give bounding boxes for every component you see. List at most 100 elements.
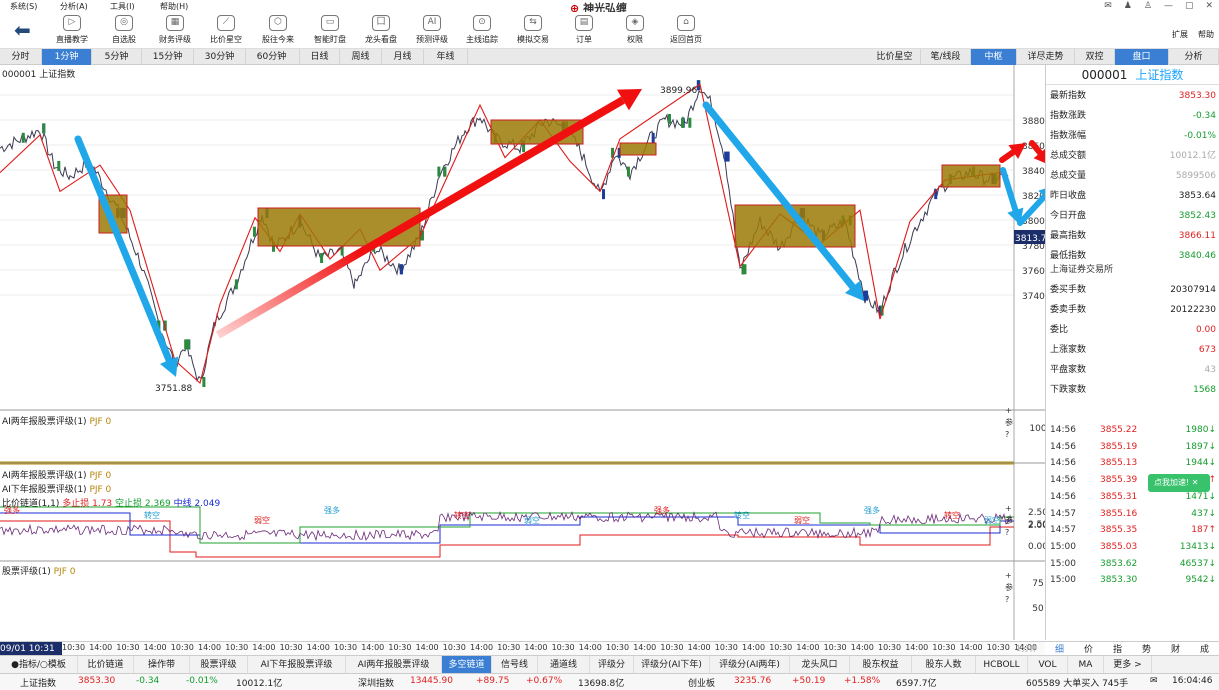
mail-icon[interactable]: ✉ xyxy=(1150,676,1158,686)
user-icon[interactable]: ♟ xyxy=(1123,1,1132,11)
quote-tab[interactable]: 成 xyxy=(1199,645,1209,655)
indicator-tab[interactable]: MA xyxy=(1068,656,1104,674)
toolbar: ⬅ ▷ 直播教学 ◎ 自选股 ▦ 财务评级 ⟋ 比价星空 ⬡ 股往今来 ▭ 智能盯盘囗龙头看盘 AI 预测… xyxy=(0,12,1219,49)
tick-cell: 3853.30 xyxy=(1100,575,1138,586)
tick-cell: 3855.16 xyxy=(1100,508,1138,519)
user-icon: ◎ xyxy=(115,15,133,31)
toolbar-button-4[interactable]: ⬡ 股往今来 xyxy=(252,15,304,45)
quote-tab[interactable]: 指 xyxy=(1112,645,1122,655)
svg-text:3760: 3760 xyxy=(1022,267,1045,277)
quote-row: 今日开盘 3852.43 xyxy=(1050,208,1216,224)
menu-analysis[interactable]: 分析(A) xyxy=(60,1,88,11)
date-tick: 10:30 xyxy=(279,643,303,652)
date-tick: 14:00 xyxy=(361,643,385,652)
indicator-tab[interactable]: 多空链道 xyxy=(442,656,492,674)
tick-cell: 1897↓ xyxy=(1185,441,1216,452)
minimize-icon[interactable]: — xyxy=(1163,1,1173,11)
indicator-tab[interactable]: AI下年报股票评级 xyxy=(248,656,346,674)
indicator-tab[interactable]: 股东人数 xyxy=(912,656,976,674)
menu-tools[interactable]: 工具(I) xyxy=(110,1,135,11)
close-icon[interactable]: ✕ xyxy=(1205,1,1213,11)
main-chart[interactable]: 3899.963751.8838803860384038203800378037… xyxy=(0,65,1045,641)
shirt-icon[interactable]: ♙ xyxy=(1143,1,1152,11)
indicator-tab[interactable]: 龙头风口 xyxy=(790,656,850,674)
period-tab[interactable]: 30分钟 xyxy=(194,49,246,65)
view-tab[interactable]: 双控 xyxy=(1075,49,1115,65)
view-tab[interactable]: 分析 xyxy=(1169,49,1219,65)
speed-up-toast[interactable]: 点我加速! ✕ xyxy=(1148,474,1210,492)
toolbar-button-5[interactable]: ▭ 智能盯盘 xyxy=(304,15,356,45)
quote-tab[interactable]: 财 xyxy=(1170,645,1180,655)
date-tick: 14:00 xyxy=(306,643,330,652)
period-tab[interactable]: 60分钟 xyxy=(244,49,300,65)
pane2-tick-top: 2.50 xyxy=(1027,508,1049,518)
period-tab[interactable]: 1分钟 xyxy=(42,49,92,65)
period-tab[interactable]: 15分钟 xyxy=(142,49,194,65)
indicator-tab[interactable]: VOL xyxy=(1028,656,1068,674)
menu-bar: 系统(S) 分析(A) 工具(I) 帮助(H) xyxy=(0,0,1219,12)
menu-help[interactable]: 帮助(H) xyxy=(160,1,189,11)
indicator-tab[interactable]: HCBOLL xyxy=(976,656,1028,674)
period-tab[interactable]: 月线 xyxy=(382,49,424,65)
toolbar-button-10[interactable]: ▤ 订单 xyxy=(558,15,610,45)
period-tab[interactable]: 分时 xyxy=(0,49,42,65)
view-tab[interactable]: 盘口 xyxy=(1115,49,1169,65)
indicator-tab[interactable]: 更多 > xyxy=(1104,656,1152,674)
toolbar-button-6[interactable]: 囗龙头看盘 xyxy=(355,15,407,45)
toolbar-button-label: 智能盯盘 xyxy=(314,35,346,44)
toolbar-button-12[interactable]: ⌂ 返回首页 xyxy=(660,15,712,45)
period-tab[interactable]: 周线 xyxy=(340,49,382,65)
cursor-date: 09/01 10:31 xyxy=(0,642,62,656)
quote-tab[interactable]: 势 xyxy=(1141,645,1151,655)
view-tab[interactable]: 详尽走势 xyxy=(1017,49,1075,65)
date-tick: 10:30 xyxy=(932,643,956,652)
help-button[interactable]: 帮助 xyxy=(1198,30,1214,39)
quote-value: 3840.46 xyxy=(1178,251,1216,261)
view-tab[interactable]: 比价星空 xyxy=(869,49,921,65)
date-tick: 10:30 xyxy=(497,643,521,652)
indicator-tab[interactable]: 股票评级 xyxy=(190,656,248,674)
quote-tab[interactable]: 细 xyxy=(1054,645,1064,655)
view-tab[interactable]: 笔/线段 xyxy=(921,49,971,65)
indicator-tab[interactable]: 评级分(AI下年) xyxy=(634,656,710,674)
mail-icon[interactable]: ✉ xyxy=(1104,1,1112,11)
indicator-tab[interactable]: AI两年报股票评级 xyxy=(346,656,442,674)
view-tab[interactable]: 中枢 xyxy=(971,49,1017,65)
date-tick: 14:00 xyxy=(796,643,820,652)
toolbar-button-7[interactable]: AI 预测评级 xyxy=(406,15,458,45)
quote-panel-tabs: 细价指势财成 xyxy=(1045,641,1219,655)
quote-row: 最高指数 3866.11 xyxy=(1050,228,1216,244)
date-tick: 14:00 xyxy=(89,643,113,652)
toolbar-button-9[interactable]: ⇆ 模拟交易 xyxy=(507,15,559,45)
toolbar-button-0[interactable]: ▷ 直播教学 xyxy=(46,15,98,45)
toolbar-button-2[interactable]: ▦ 财务评级 xyxy=(149,15,201,45)
expand-button[interactable]: 扩展 xyxy=(1172,30,1188,39)
toolbar-button-11[interactable]: ◈ 权限 xyxy=(609,15,661,45)
toolbar-button-3[interactable]: ⟋ 比价星空 xyxy=(200,15,252,45)
period-tab[interactable]: 年线 xyxy=(424,49,468,65)
indicator-tab[interactable]: 比价链道 xyxy=(78,656,134,674)
close-icon: ✕ xyxy=(1191,478,1199,487)
signal-mark: 弱空 xyxy=(984,515,1000,525)
maximize-icon[interactable]: ▢ xyxy=(1184,1,1194,11)
menu-system[interactable]: 系统(S) xyxy=(10,1,38,11)
indicator-tab[interactable]: 评级分 xyxy=(590,656,634,674)
tick-cell: 3855.22 xyxy=(1100,425,1138,435)
indicator-tab[interactable]: 股东权益 xyxy=(850,656,912,674)
indicator-tab[interactable]: ●指标/○模板 xyxy=(0,656,78,674)
tick-cell: 14:57 xyxy=(1050,508,1076,519)
tick-cell: 3855.13 xyxy=(1100,458,1138,469)
indicator-tab[interactable]: 操作带 xyxy=(134,656,190,674)
indicator-tab[interactable]: 信号线 xyxy=(492,656,538,674)
back-arrow-icon[interactable]: ⬅ xyxy=(14,18,31,42)
toolbar-button-8[interactable]: ⊙ 主线追踪 xyxy=(456,15,508,45)
indicator-tab[interactable]: 评级分(AI两年) xyxy=(710,656,790,674)
period-tab[interactable]: 5分钟 xyxy=(92,49,142,65)
quote-label: 委卖手数 xyxy=(1050,305,1087,315)
period-tab[interactable]: 日线 xyxy=(300,49,340,65)
toolbar-button-label: 财务评级 xyxy=(159,35,191,44)
quote-tab[interactable]: 价 xyxy=(1083,645,1093,655)
sh-index-name: 上证指数 xyxy=(20,679,57,689)
indicator-tab[interactable]: 通道线 xyxy=(538,656,590,674)
toolbar-button-1[interactable]: ◎ 自选股 xyxy=(98,15,150,45)
